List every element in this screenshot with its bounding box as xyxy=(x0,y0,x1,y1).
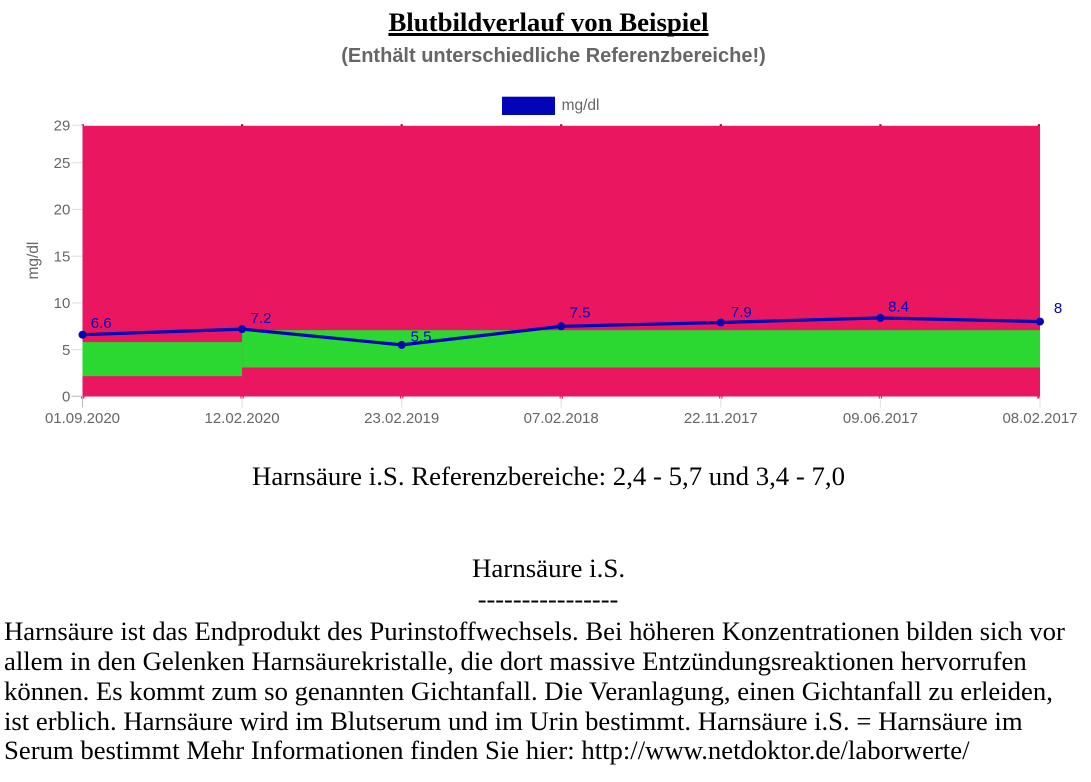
svg-text:7.9: 7.9 xyxy=(731,304,752,321)
svg-text:5: 5 xyxy=(62,342,70,359)
svg-text:15: 15 xyxy=(54,249,71,266)
svg-text:01.09.2020: 01.09.2020 xyxy=(45,410,120,427)
svg-text:08.02.2017: 08.02.2017 xyxy=(1002,410,1077,427)
svg-text:7.5: 7.5 xyxy=(570,305,591,322)
svg-text:0: 0 xyxy=(62,389,70,406)
svg-text:07.02.2018: 07.02.2018 xyxy=(524,410,599,427)
svg-text:22.11.2017: 22.11.2017 xyxy=(684,410,758,427)
svg-text:7.2: 7.2 xyxy=(251,310,272,327)
svg-text:5.5: 5.5 xyxy=(411,328,432,345)
svg-text:6.6: 6.6 xyxy=(91,315,112,332)
svg-text:25: 25 xyxy=(54,155,71,172)
svg-text:23.02.2019: 23.02.2019 xyxy=(364,410,439,427)
svg-text:12.02.2020: 12.02.2020 xyxy=(205,410,280,427)
svg-text:09.06.2017: 09.06.2017 xyxy=(843,410,918,427)
svg-text:8.4: 8.4 xyxy=(888,299,909,316)
svg-text:mg/dl: mg/dl xyxy=(562,97,600,114)
svg-text:10: 10 xyxy=(54,295,71,312)
svg-text:mg/dl: mg/dl xyxy=(25,242,42,280)
svg-text:20: 20 xyxy=(54,202,71,219)
svg-text:29: 29 xyxy=(54,118,71,135)
svg-text:8: 8 xyxy=(1054,300,1062,317)
